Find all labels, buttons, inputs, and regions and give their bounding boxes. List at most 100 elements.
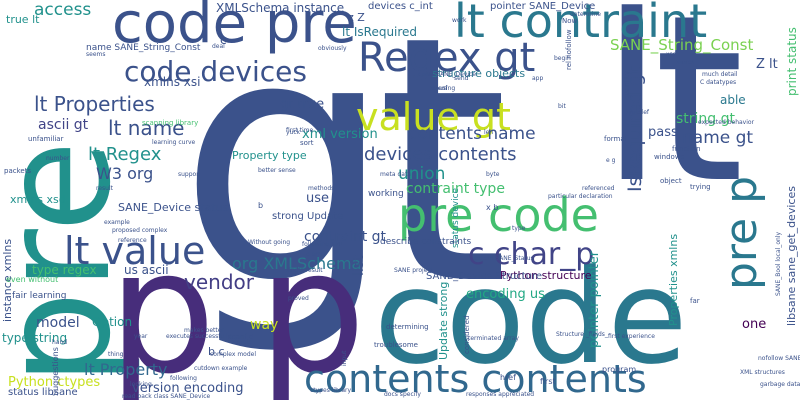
- cloud-word: xmlns xsd: [10, 193, 66, 206]
- cloud-word: read back class SANE_Device: [122, 393, 211, 400]
- cloud-word: c char_p: [468, 237, 595, 272]
- cloud-word: C datatypes: [700, 79, 737, 86]
- cloud-word: working: [368, 189, 404, 199]
- cloud-word: Property type: [232, 149, 307, 162]
- cloud-word: lt Property: [84, 360, 168, 379]
- cloud-word: garbage data: [760, 381, 800, 388]
- cloud-word: Option: [92, 315, 133, 329]
- cloud-word: code pre: [112, 0, 357, 56]
- cloud-word: app: [532, 75, 544, 82]
- cloud-word: single result: [286, 267, 323, 274]
- cloud-word: begin: [554, 55, 571, 62]
- cloud-word: scanning library: [142, 119, 199, 127]
- cloud-word: contraint type: [406, 181, 505, 197]
- cloud-word: terminated array: [468, 335, 519, 342]
- cloud-word: responses appreciated: [466, 391, 535, 398]
- cloud-word: b c: [208, 345, 225, 358]
- cloud-word: result: [96, 185, 113, 192]
- cloud-word: following XML: [302, 241, 344, 248]
- cloud-word: proposed complex: [112, 227, 168, 234]
- cloud-word: d amp: [306, 251, 326, 258]
- cloud-word: Python ctypes: [8, 375, 101, 390]
- cloud-word: p: [258, 214, 366, 400]
- cloud-word: gt: [178, 0, 509, 360]
- cloud-word: SANE_Device Structure: [426, 271, 543, 282]
- cloud-word: yuck: [286, 129, 301, 136]
- cloud-word: len: [484, 129, 494, 136]
- cloud-word: lt contraint: [454, 0, 708, 48]
- cloud-word: c: [220, 33, 227, 47]
- cloud-word: p: [108, 214, 216, 400]
- cloud-word: XML structures: [740, 369, 785, 376]
- cloud-word: proved: [288, 295, 309, 302]
- cloud-word: fair learning: [12, 291, 67, 301]
- cloud-word: reference: [118, 237, 147, 244]
- cloud-word: Python structure: [500, 269, 592, 282]
- cloud-word: us ascii: [124, 263, 169, 277]
- cloud-word: one: [742, 317, 767, 332]
- cloud-word: way: [250, 317, 279, 333]
- cloud-word: lt IsRequired: [342, 25, 418, 39]
- cloud-word: makes better: [184, 327, 224, 334]
- cloud-word: status libsane: [8, 387, 78, 398]
- cloud-word: obviously: [318, 45, 347, 52]
- cloud-word: windows: [654, 153, 685, 161]
- cloud-word: SANE project: [394, 267, 434, 274]
- cloud-word: pre p: [716, 175, 767, 290]
- cloud-word: better sense: [258, 167, 296, 174]
- cloud-word: Regex gt: [358, 35, 536, 81]
- cloud-word: true lt: [6, 13, 40, 26]
- cloud-word: support: [178, 171, 202, 178]
- cloud-word: sizeof: [430, 85, 448, 92]
- cloud-word: Suggestions: [51, 347, 60, 396]
- cloud-word: stores: [676, 59, 695, 66]
- cloud-word: contents contents: [304, 357, 647, 400]
- cloud-word: hand: [52, 339, 68, 346]
- cloud-word: seems: [86, 51, 106, 58]
- cloud-word: pre code: [398, 188, 599, 242]
- cloud-word: devices c_int: [368, 1, 433, 12]
- cloud-word: input: [341, 350, 348, 366]
- cloud-word: contents name: [408, 124, 536, 144]
- cloud-word: referenced: [582, 185, 615, 192]
- cloud-word: XMLSchema instance: [216, 1, 345, 15]
- cloud-word: vendor: [184, 270, 254, 294]
- cloud-word: sort: [300, 139, 314, 147]
- cloud-word: access: [34, 0, 92, 20]
- cloud-word: encoding us: [466, 287, 545, 302]
- cloud-word: causing: [432, 85, 456, 92]
- cloud-word: following: [170, 375, 197, 382]
- cloud-word: methods: [308, 185, 335, 192]
- cloud-word: b: [258, 201, 264, 210]
- cloud-word: Without going: [248, 239, 291, 246]
- cloud-word: xml version: [302, 127, 378, 142]
- cloud-word: lt Regex: [88, 144, 162, 165]
- cloud-word: Now: [562, 17, 578, 25]
- cloud-word: type string: [2, 331, 68, 345]
- cloud-word: list: [351, 255, 367, 276]
- cloud-word: href: [500, 373, 516, 382]
- cloud-word: string gt: [676, 111, 736, 127]
- cloud-word: lt: [600, 0, 744, 234]
- cloud-word: xmlns xsi: [144, 75, 201, 89]
- cloud-word: docs specify: [384, 391, 421, 398]
- cloud-word: determining: [386, 323, 429, 331]
- cloud-word: const SANE_Device: [418, 71, 476, 78]
- cloud-word: xsd: [666, 51, 677, 58]
- cloud-word: first experience: [608, 333, 655, 340]
- cloud-word: executes successfully: [166, 333, 232, 340]
- cloud-word: devices contents: [364, 144, 517, 165]
- cloud-word: packets: [4, 167, 32, 175]
- cloud-word: simple: [232, 339, 252, 346]
- cloud-word: scanf d: [228, 333, 254, 341]
- cloud-word: contraint gt: [304, 229, 387, 245]
- cloud-word: format: [604, 135, 628, 143]
- cloud-word: version encoding: [132, 381, 244, 396]
- cloud-word: code: [374, 241, 688, 393]
- cloud-word: SANE_Bool local_only: [775, 231, 782, 296]
- cloud-word: troublesome: [374, 341, 418, 349]
- cloud-word: lt value: [64, 229, 206, 273]
- cloud-word: use: [306, 191, 330, 206]
- cloud-word: lt Properties: [34, 92, 155, 116]
